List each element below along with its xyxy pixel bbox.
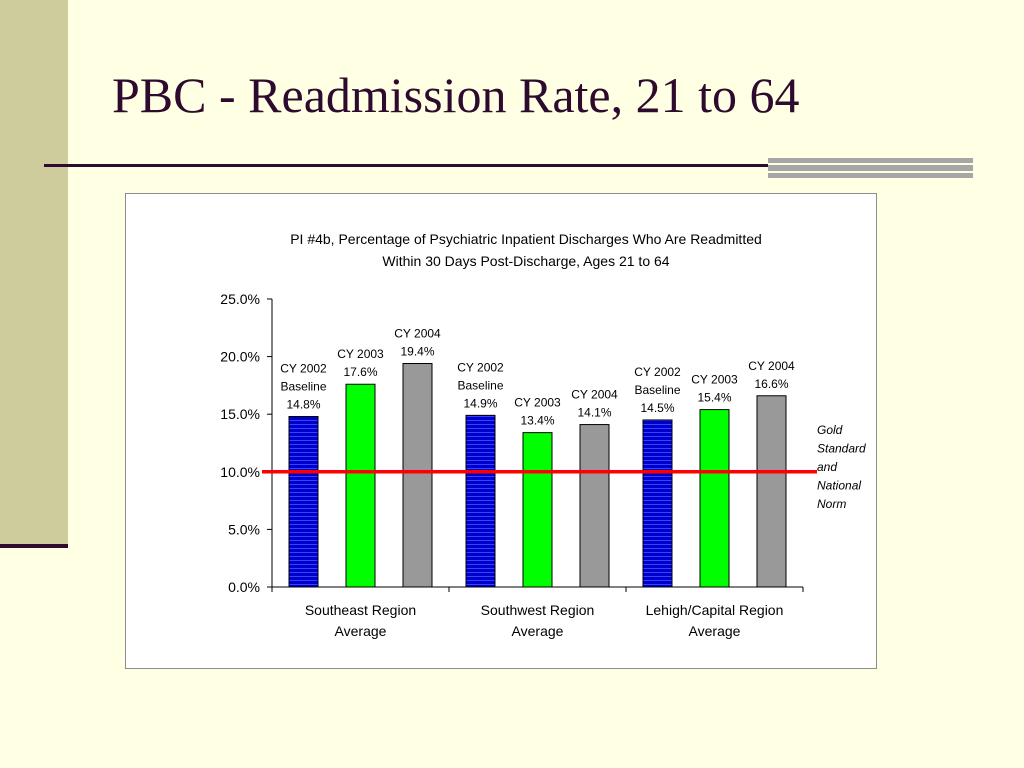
left-band-underline [0, 544, 68, 548]
data-label: Baseline [634, 383, 680, 397]
x-tick-label: Southwest Region [481, 602, 595, 618]
bar [288, 416, 319, 588]
data-label: Baseline [280, 380, 326, 394]
bar [522, 432, 553, 588]
data-label: 19.4% [400, 345, 434, 359]
data-label: CY 2004 [394, 327, 441, 341]
bar [345, 383, 376, 588]
y-tick-label: 0.0% [228, 579, 260, 595]
data-label: CY 2002 [280, 362, 327, 376]
bar [579, 424, 610, 588]
reference-line-label: Standard [817, 442, 866, 456]
title-divider [44, 164, 972, 167]
y-tick-label: 5.0% [228, 521, 260, 537]
x-tick-label: Average [512, 623, 564, 639]
plot-area: 0.0% 5.0% 10.0% 15.0% 20.0% 25.0% Southeast Re… [220, 291, 866, 639]
data-label: 17.6% [343, 365, 377, 379]
bar [699, 409, 730, 588]
y-tick-label: 10.0% [220, 464, 260, 480]
y-tick-label: 25.0% [220, 291, 260, 307]
reference-line-label: National [817, 479, 861, 493]
bar [642, 419, 673, 588]
data-label: 14.8% [286, 398, 320, 412]
data-label: 15.4% [697, 391, 731, 405]
data-label: CY 2003 [691, 373, 738, 387]
data-label: CY 2002 [457, 360, 504, 374]
data-label: CY 2004 [748, 359, 795, 373]
x-tick-label: Southeast Region [305, 602, 416, 618]
left-decorative-band [0, 0, 68, 545]
data-label: 14.9% [463, 396, 497, 410]
chart-frame: PI #4b, Percentage of Psychiatric Inpati… [125, 193, 877, 669]
reference-line-label: Gold [817, 423, 843, 437]
x-tick-label: Average [335, 623, 387, 639]
reference-line-label: and [817, 460, 837, 474]
data-label: CY 2004 [571, 388, 618, 402]
data-label: CY 2003 [337, 347, 384, 361]
y-tick-label: 15.0% [220, 406, 260, 422]
data-label: 14.1% [577, 406, 611, 420]
data-label: CY 2003 [514, 396, 561, 410]
bar [756, 395, 787, 588]
slide-title: PBC - Readmission Rate, 21 to 64 [112, 67, 800, 123]
chart-title: PI #4b, Percentage of Psychiatric Inpati… [290, 231, 762, 247]
x-tick-label: Lehigh/Capital Region [646, 602, 784, 618]
chart-subtitle: Within 30 Days Post-Discharge, Ages 21 t… [382, 253, 669, 269]
bar [402, 363, 433, 588]
x-tick-label: Average [689, 623, 741, 639]
data-label: Baseline [457, 378, 503, 392]
data-label: CY 2002 [634, 365, 681, 379]
data-label: 13.4% [520, 414, 554, 428]
y-tick-label: 20.0% [220, 349, 260, 365]
title-divider-accent [768, 158, 973, 178]
reference-line-label: Norm [817, 497, 846, 511]
data-label: 14.5% [640, 401, 674, 415]
data-label: 16.6% [754, 377, 788, 391]
bar [465, 414, 496, 588]
chart: PI #4b, Percentage of Psychiatric Inpati… [220, 231, 866, 639]
